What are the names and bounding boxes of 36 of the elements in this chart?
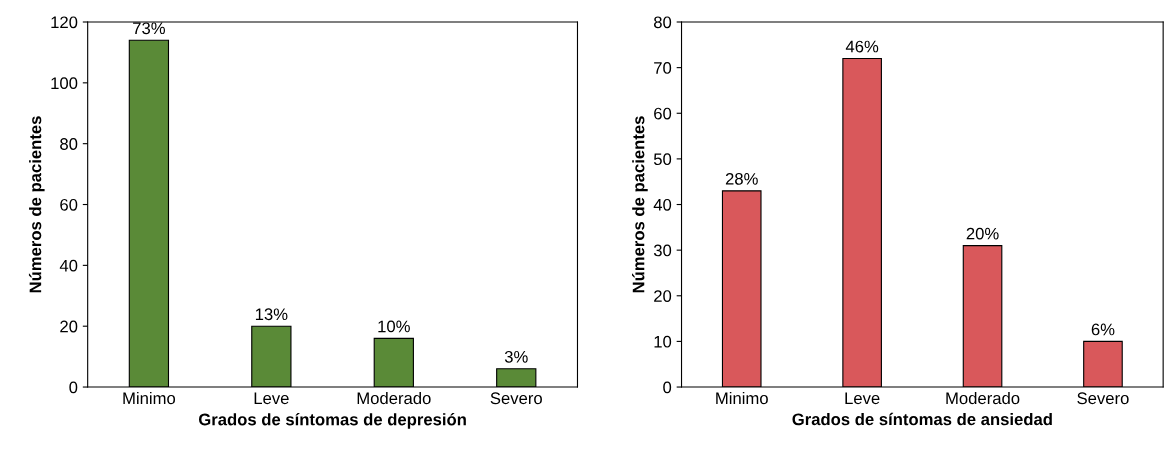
y-tick-label: 100 <box>51 77 78 90</box>
y-tick-label: 20 <box>60 320 78 333</box>
annotation: 73% <box>133 22 165 35</box>
annotation: 46% <box>845 40 879 53</box>
annotation: 13% <box>255 308 288 321</box>
annotation: 6% <box>1091 323 1115 336</box>
x-tick-label: Severo <box>490 392 542 405</box>
annotation: 3% <box>504 350 528 363</box>
x-tick-label: Leve <box>845 392 880 405</box>
y-tick-label: 0 <box>69 381 78 394</box>
y-tick-label: 60 <box>654 107 672 120</box>
annotation: 20% <box>966 227 999 240</box>
x-axis-title: Grados de síntomas de ansiedad <box>792 412 1052 426</box>
y-tick-label: 80 <box>653 16 672 29</box>
y-tick-label: 70 <box>654 62 672 74</box>
y-tick-label: 60 <box>60 198 78 211</box>
y-tick-label: 120 <box>51 16 78 29</box>
x-tick-label: Minimo <box>123 391 176 405</box>
y-tick-label: 80 <box>60 138 78 150</box>
x-axis-title: Grados de síntomas de depresión <box>198 412 466 429</box>
x-tick-label: Minimo <box>716 391 768 405</box>
y-tick-label: 10 <box>654 335 672 348</box>
x-tick-label: Severo <box>1077 392 1129 405</box>
x-tick-label: Moderado <box>357 391 431 405</box>
y-tick-label: 20 <box>654 290 672 302</box>
x-tick-label: Leve <box>254 392 289 405</box>
y-tick-label: 50 <box>653 153 672 166</box>
y-axis-title: Números de pacientes <box>28 116 45 293</box>
annotation: 28% <box>725 172 758 185</box>
y-axis-title: Números de pacientes <box>632 116 648 293</box>
y-tick-label: 40 <box>59 259 78 272</box>
y-tick-label: 30 <box>653 244 672 257</box>
y-tick-label: 40 <box>653 198 672 211</box>
y-tick-label: 0 <box>663 381 672 394</box>
annotation: 10% <box>378 320 410 333</box>
x-tick-label: Moderado <box>946 391 1020 405</box>
